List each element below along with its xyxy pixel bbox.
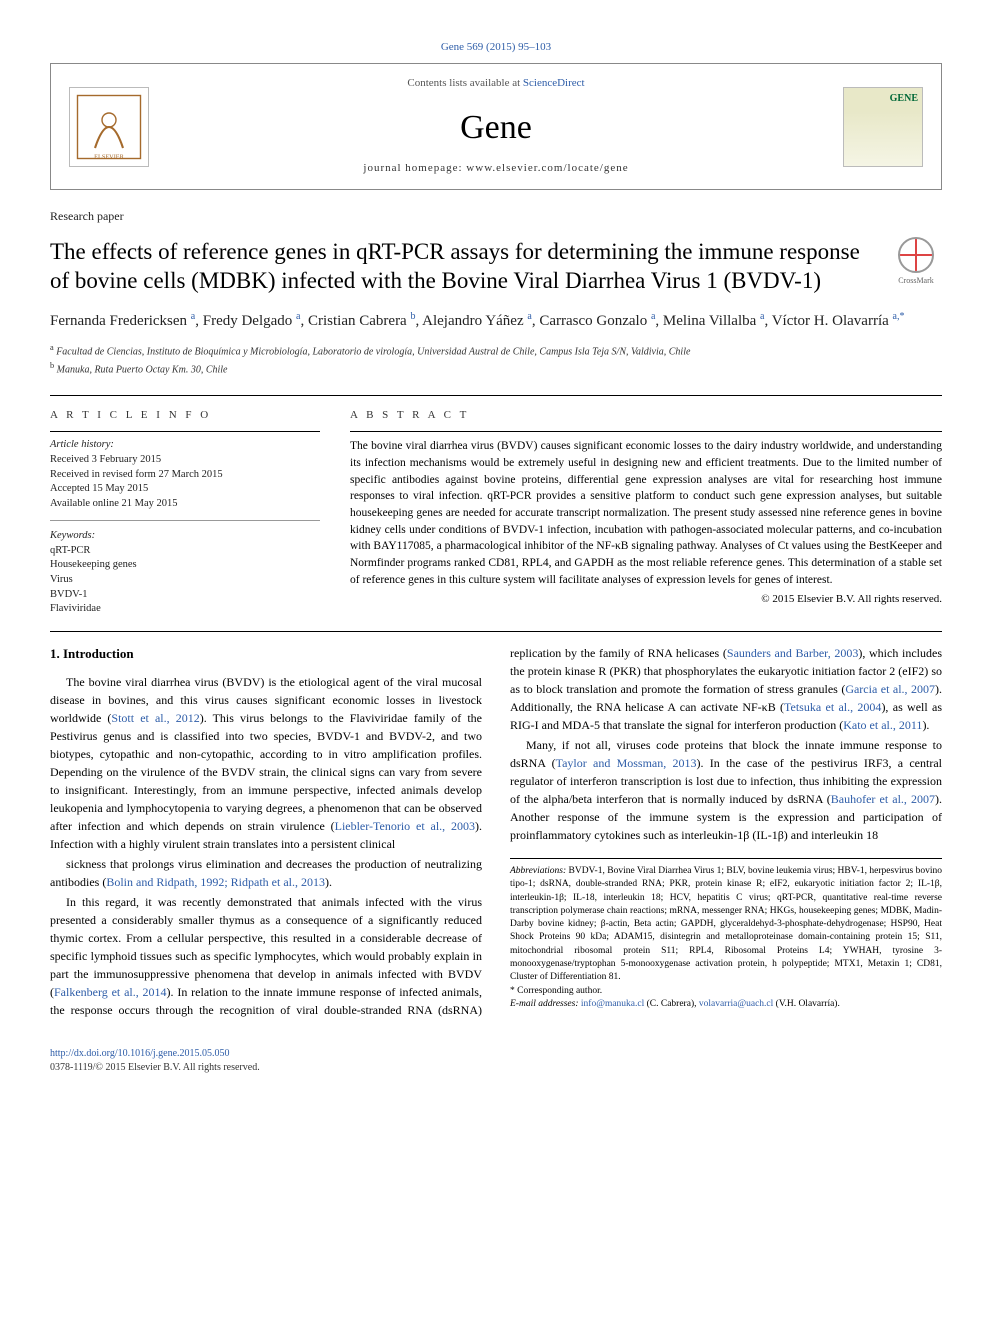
svg-text:ELSEVIER: ELSEVIER xyxy=(94,153,125,160)
journal-name: Gene xyxy=(149,104,843,152)
keyword: BVDV-1 xyxy=(50,588,320,603)
crossmark-icon xyxy=(898,237,934,273)
sciencedirect-link[interactable]: ScienceDirect xyxy=(523,77,585,89)
abstract-copyright: © 2015 Elsevier B.V. All rights reserved… xyxy=(350,592,942,607)
crossmark-badge[interactable]: CrossMark xyxy=(890,237,942,289)
abstract-head: A B S T R A C T xyxy=(350,408,942,423)
citation: Gene 569 (2015) 95–103 xyxy=(50,40,942,55)
gene-journal-cover: GENE xyxy=(843,87,923,167)
page-footer: http://dx.doi.org/10.1016/j.gene.2015.05… xyxy=(50,1047,942,1075)
authors: Fernanda Fredericksen a, Fredy Delgado a… xyxy=(50,310,942,332)
article-history: Article history: Received 3 February 201… xyxy=(50,438,320,617)
journal-homepage: journal homepage: www.elsevier.com/locat… xyxy=(149,161,843,176)
availability-line: Contents lists available at ScienceDirec… xyxy=(149,76,843,91)
article-info-head: A R T I C L E I N F O xyxy=(50,408,320,423)
doi-link[interactable]: http://dx.doi.org/10.1016/j.gene.2015.05… xyxy=(50,1048,230,1059)
keyword: Housekeeping genes xyxy=(50,558,320,573)
affiliations: a Facultad de Ciencias, Instituto de Bio… xyxy=(50,342,942,377)
abstract-text: The bovine viral diarrhea virus (BVDV) c… xyxy=(350,438,942,588)
keyword: Virus xyxy=(50,573,320,588)
body-text: 1. Introduction The bovine viral diarrhe… xyxy=(50,644,942,1020)
article-title: The effects of reference genes in qRT-PC… xyxy=(50,237,878,297)
journal-header: ELSEVIER Contents lists available at Sci… xyxy=(50,63,942,189)
elsevier-logo: ELSEVIER xyxy=(69,87,149,167)
section-heading: 1. Introduction xyxy=(50,644,482,664)
keyword: Flaviviridae xyxy=(50,602,320,617)
keyword: qRT-PCR xyxy=(50,544,320,559)
article-type: Research paper xyxy=(50,208,942,225)
footnotes: Abbreviations: BVDV-1, Bovine Viral Diar… xyxy=(510,858,942,1011)
